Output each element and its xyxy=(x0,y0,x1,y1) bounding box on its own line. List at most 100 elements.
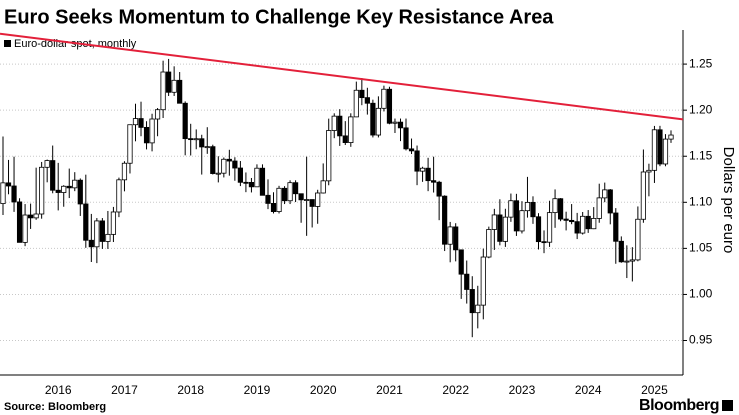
y-axis-title: Dollars per euro xyxy=(720,147,737,254)
candle-body xyxy=(77,179,83,205)
candle-body xyxy=(5,182,12,187)
x-tick-label: 2020 xyxy=(310,383,337,397)
candle-body xyxy=(651,129,658,171)
candle-body xyxy=(370,102,376,136)
candle-body xyxy=(33,213,39,219)
x-tick-label: 2017 xyxy=(111,383,138,397)
y-tick-label: 1.10 xyxy=(689,194,713,208)
candle-body xyxy=(602,189,608,199)
candle-body xyxy=(403,127,409,150)
candle-body xyxy=(668,134,674,140)
candle-body xyxy=(436,181,442,197)
legend-swatch xyxy=(4,40,11,47)
candle-body xyxy=(309,199,315,207)
chart-title: Euro Seeks Momentum to Challenge Key Res… xyxy=(4,6,554,28)
logo-icon xyxy=(722,400,733,411)
candle-body xyxy=(22,214,28,243)
candle-body xyxy=(154,109,161,120)
candle-body xyxy=(320,180,326,194)
candle-body xyxy=(530,201,536,218)
candle-body xyxy=(563,218,569,221)
candle-body xyxy=(199,138,205,148)
candle-body xyxy=(149,118,155,144)
candle-body xyxy=(607,189,613,214)
candle-body xyxy=(535,216,542,243)
candle-body xyxy=(259,167,266,196)
candle-body xyxy=(110,211,117,235)
y-tick-label: 1.15 xyxy=(689,148,713,162)
candle-body xyxy=(508,200,514,218)
candle-body xyxy=(116,179,122,213)
candle-body xyxy=(177,79,183,104)
candle-body xyxy=(624,260,630,263)
candle-body xyxy=(39,166,45,215)
x-tick-label: 2019 xyxy=(244,383,271,397)
candle-body xyxy=(292,182,299,195)
candle-body xyxy=(254,167,260,188)
candle-body xyxy=(502,216,508,242)
candle-body xyxy=(662,138,669,165)
candle-body xyxy=(72,179,78,189)
candle-body xyxy=(364,97,370,104)
candle-body xyxy=(469,289,475,314)
x-tick-label: 2023 xyxy=(509,383,536,397)
candle-body xyxy=(243,181,249,184)
candle-body xyxy=(414,150,420,172)
candle-body xyxy=(182,102,188,140)
candle-body xyxy=(44,160,50,168)
candle-body xyxy=(408,148,415,152)
candle-body xyxy=(359,89,365,99)
y-tick-label: 0.95 xyxy=(689,333,713,347)
candle-body xyxy=(464,273,470,290)
candle-body xyxy=(519,210,525,232)
y-tick-label: 1.20 xyxy=(689,102,713,116)
candle-body xyxy=(166,71,172,93)
candle-body xyxy=(618,240,624,263)
candle-body xyxy=(94,220,100,248)
candle-body xyxy=(425,167,431,182)
candle-body xyxy=(143,126,150,144)
candle-body xyxy=(392,121,398,124)
candle-body xyxy=(127,124,133,164)
candle-body xyxy=(375,107,382,136)
candle-body xyxy=(215,172,221,175)
candle-body xyxy=(315,192,321,207)
candle-body xyxy=(513,200,520,232)
candle-body xyxy=(61,185,67,193)
candle-body xyxy=(497,214,503,242)
candle-body xyxy=(304,199,310,201)
candle-body xyxy=(458,249,464,275)
candle-body xyxy=(342,135,348,143)
y-tick-label: 1.00 xyxy=(689,287,713,301)
candle-body xyxy=(55,189,61,193)
source: Source: Bloomberg xyxy=(4,401,106,413)
candle-body xyxy=(50,160,56,191)
candle-body xyxy=(585,215,591,230)
candle-body xyxy=(105,233,111,242)
candle-body xyxy=(629,259,635,262)
candle-body xyxy=(326,130,332,182)
candle-body xyxy=(204,146,210,149)
candle-body xyxy=(348,116,354,143)
candle-body xyxy=(541,241,547,244)
x-tick-label: 2016 xyxy=(45,383,72,397)
candle-body xyxy=(613,212,619,242)
candle-body xyxy=(28,214,34,219)
candle-body xyxy=(121,162,128,181)
candle-body xyxy=(11,185,17,203)
logo: Bloomberg xyxy=(639,397,719,414)
candle-body xyxy=(331,115,337,131)
candle-body xyxy=(138,118,144,128)
candle-body xyxy=(386,88,393,124)
candle-body xyxy=(591,218,597,230)
candle-body xyxy=(381,88,387,109)
candle-body xyxy=(281,187,288,202)
x-tick-label: 2022 xyxy=(442,383,469,397)
candle-body xyxy=(232,160,238,169)
y-tick-label: 1.25 xyxy=(689,56,713,70)
candle-body xyxy=(453,226,459,251)
x-tick-label: 2024 xyxy=(575,383,602,397)
candle-body xyxy=(447,226,453,245)
trend-line xyxy=(0,32,684,121)
candle-body xyxy=(419,167,426,172)
